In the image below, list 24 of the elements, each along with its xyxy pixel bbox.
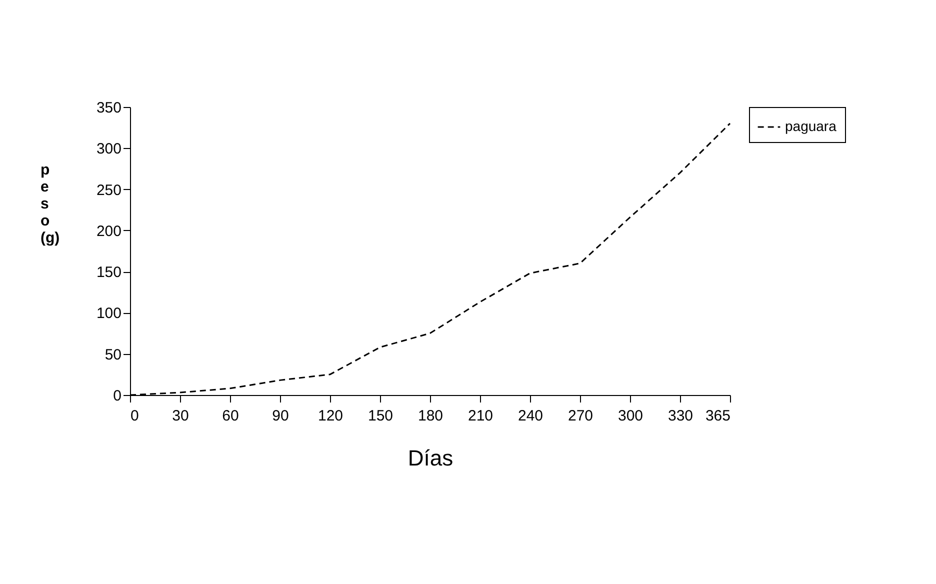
x-axis-title: Días — [408, 446, 454, 470]
y-tick-label: 350 — [96, 100, 122, 116]
x-tick-label: 60 — [222, 408, 239, 424]
x-tick-label: 270 — [568, 408, 594, 424]
x-tick-label: 30 — [172, 408, 189, 424]
y-axis-title: peso (g) — [40, 162, 60, 246]
y-tick-label: 150 — [96, 264, 122, 282]
x-tick-label: 210 — [468, 408, 494, 424]
y-tick-label: 300 — [96, 140, 122, 158]
x-tick-label: 240 — [518, 408, 544, 424]
y-tick-label: 50 — [104, 346, 122, 364]
x-tick-label: 180 — [418, 408, 444, 424]
x-tick-label: 330 — [668, 408, 694, 424]
x-tick-label: 0 — [130, 408, 139, 424]
y-tick-label: 0 — [113, 388, 122, 404]
x-tick-label: 365 — [705, 408, 730, 424]
x-tick-label: 90 — [272, 408, 289, 424]
y-tick-label: 200 — [96, 222, 122, 240]
y-tick-label: 100 — [96, 305, 122, 322]
x-tick-label: 300 — [618, 408, 644, 424]
x-tick-label: 120 — [318, 408, 344, 424]
legend-label: paguara — [785, 118, 837, 134]
x-tick-label: 150 — [368, 408, 394, 424]
y-tick-label: 250 — [96, 182, 122, 199]
